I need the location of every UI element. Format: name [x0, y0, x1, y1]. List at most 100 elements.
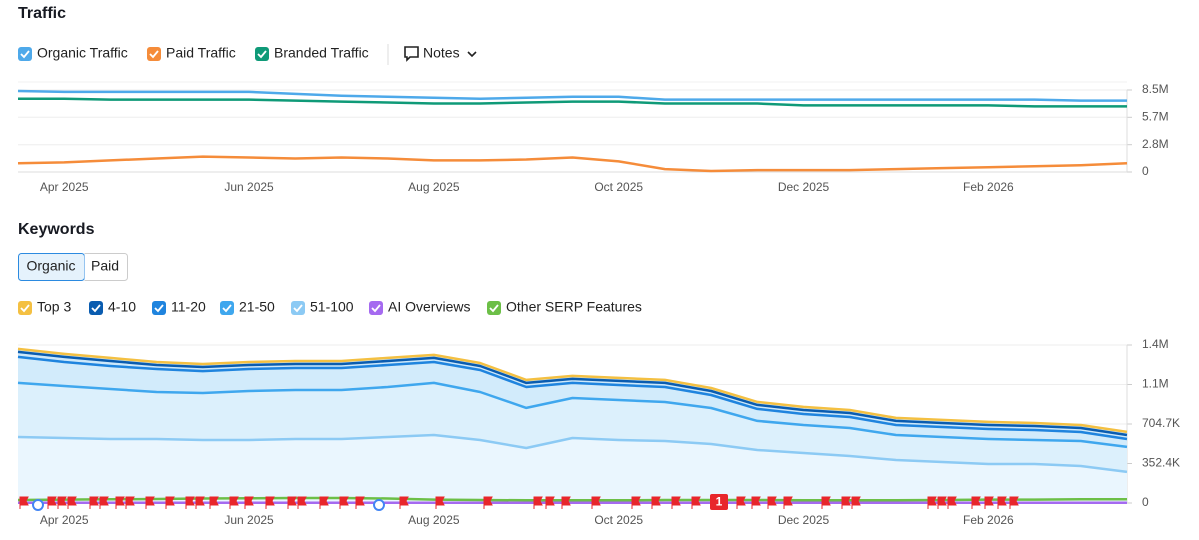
area-line: [17, 355, 1128, 441]
note-flag: [265, 496, 275, 509]
note-flag: [937, 496, 947, 509]
legend-item[interactable]: AI Overviews: [369, 299, 470, 315]
note-flag: [927, 496, 937, 509]
note-flag: [561, 496, 571, 509]
note-flag: [297, 496, 307, 509]
check-mark: [371, 304, 381, 313]
check-mark: [20, 50, 30, 59]
y-tick-label: 0: [1142, 495, 1149, 509]
check-mark: [222, 304, 232, 313]
legend-label: 4-10: [108, 299, 136, 315]
x-tick-label: Dec 2025: [778, 180, 830, 194]
legend-checkbox: [147, 47, 161, 61]
legend-checkbox: [152, 301, 166, 315]
legend-item[interactable]: Paid Traffic: [147, 45, 236, 61]
keywords-title: Keywords: [18, 221, 95, 238]
legend-item[interactable]: Other SERP Features: [487, 299, 642, 315]
note-flag: [209, 496, 219, 509]
legend-checkbox: [220, 301, 234, 315]
legend-label: Paid Traffic: [166, 45, 236, 61]
tab-organic[interactable]: Organic: [18, 253, 85, 281]
legend-label: 11-20: [171, 299, 206, 315]
notes-label: Notes: [423, 45, 460, 61]
check-mark: [154, 304, 164, 313]
legend-item[interactable]: Branded Traffic: [255, 45, 369, 61]
legend-item[interactable]: Organic Traffic: [18, 45, 128, 61]
note-flag: [339, 496, 349, 509]
note-flag: [1009, 496, 1019, 509]
area-line: [17, 381, 1128, 449]
note-flag: [89, 496, 99, 509]
note-flag: [165, 496, 175, 509]
note-flag: [185, 496, 195, 509]
area-line: [17, 433, 1128, 474]
legend-label: Branded Traffic: [274, 45, 369, 61]
check-mark: [91, 304, 101, 313]
y-tick-label: 0: [1142, 164, 1149, 178]
check-mark: [149, 50, 159, 59]
x-tick-label: Apr 2025: [40, 180, 89, 194]
legend-item[interactable]: 4-10: [89, 299, 136, 315]
x-tick-label: Aug 2025: [408, 513, 460, 527]
legend-checkbox: [487, 301, 501, 315]
note-flag: [691, 496, 701, 509]
note-flag: [545, 496, 555, 509]
y-tick-label: 352.4K: [1142, 456, 1180, 470]
y-tick-label: 8.5M: [1142, 82, 1169, 96]
y-tick-label: 704.7K: [1142, 416, 1180, 430]
legend-checkbox: [18, 47, 32, 61]
note-flag: [751, 496, 761, 509]
legend-label: Organic Traffic: [37, 45, 128, 61]
legend-item[interactable]: Top 3: [18, 299, 71, 315]
y-tick-label: 1.4M: [1142, 337, 1169, 351]
legend-checkbox: [18, 301, 32, 315]
legend-label: AI Overviews: [388, 299, 470, 315]
note-count: 1: [716, 495, 723, 509]
traffic-title: Traffic: [18, 5, 66, 22]
note-flag: [767, 496, 777, 509]
legend-checkbox: [89, 301, 103, 315]
note-flag: [399, 496, 409, 509]
area-line: [17, 347, 1128, 434]
y-tick-label: 2.8M: [1142, 137, 1169, 151]
note-flag: [125, 496, 135, 509]
tab-label: Organic: [26, 258, 75, 274]
note-flag: [195, 496, 205, 509]
note-flag: [971, 496, 981, 509]
tab-box: [84, 253, 128, 281]
legend-label: Other SERP Features: [506, 299, 642, 315]
x-tick-label: Oct 2025: [594, 180, 643, 194]
note-flag: [229, 496, 239, 509]
note-flag: [591, 496, 601, 509]
area-fill: [18, 382, 1127, 472]
legend-label: 21-50: [239, 299, 275, 315]
note-flag: [984, 496, 994, 509]
notes-button[interactable]: Notes: [404, 45, 477, 62]
tab-paid[interactable]: Paid: [84, 253, 128, 281]
notes-icon: [404, 46, 419, 62]
note-flag: [244, 496, 254, 509]
series-line: [18, 97, 1127, 108]
y-tick-label: 5.7M: [1142, 109, 1169, 123]
note-flag: [355, 496, 365, 509]
note-flag: [631, 496, 641, 509]
legend-checkbox: [369, 301, 383, 315]
note-flag: [115, 496, 125, 509]
note-flag: [287, 496, 297, 509]
series-line: [17, 89, 1127, 102]
note-flag: [671, 496, 681, 509]
x-tick-label: Dec 2025: [778, 513, 830, 527]
legend-label: Top 3: [37, 299, 71, 315]
legend-item[interactable]: 11-20: [152, 299, 206, 315]
check-mark: [257, 50, 267, 59]
check-mark: [489, 304, 499, 313]
legend-item[interactable]: 51-100: [291, 299, 354, 315]
note-flag: [99, 496, 109, 509]
google-icon: [373, 499, 385, 511]
x-tick-label: Jun 2025: [224, 513, 274, 527]
legend-item[interactable]: 21-50: [220, 299, 275, 315]
check-mark: [20, 304, 30, 313]
tab-label: Paid: [91, 258, 119, 274]
note-flag: [435, 496, 445, 509]
